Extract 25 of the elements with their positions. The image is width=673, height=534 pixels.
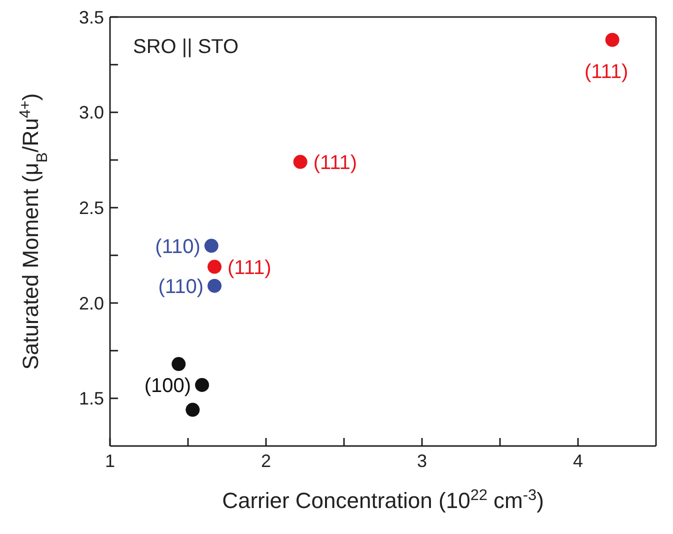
point	[204, 238, 218, 253]
annotation: (111)	[313, 152, 358, 174]
point	[208, 260, 222, 274]
point	[208, 278, 222, 293]
annotation: (111)	[228, 256, 272, 279]
x-axis-title: Carrier Concentration (10$^{22}$ cm$^{-3}$)	[222, 486, 544, 513]
x-tick-label: 3	[416, 450, 428, 471]
point	[195, 378, 210, 392]
x-tick-label: 1	[104, 450, 116, 471]
annotation: (111)	[584, 60, 628, 83]
annotation: (110)	[158, 276, 204, 298]
point	[172, 357, 186, 372]
point	[293, 154, 308, 169]
y-tick-label: 3.0	[78, 102, 104, 123]
y-tick-label: 2.5	[78, 198, 104, 218]
y-tick-label: 1.5	[78, 388, 104, 409]
annotation: (100)	[144, 374, 192, 397]
point	[605, 32, 620, 47]
y-tick-label: 3.5	[78, 7, 104, 28]
x-tick-label: 2	[260, 450, 272, 471]
x-tick-label: 4	[572, 450, 584, 471]
annotation: (110)	[155, 236, 200, 258]
y-tick-label: 2.0	[78, 293, 104, 314]
point	[186, 402, 200, 417]
annotation: SRO || STO	[133, 36, 239, 59]
